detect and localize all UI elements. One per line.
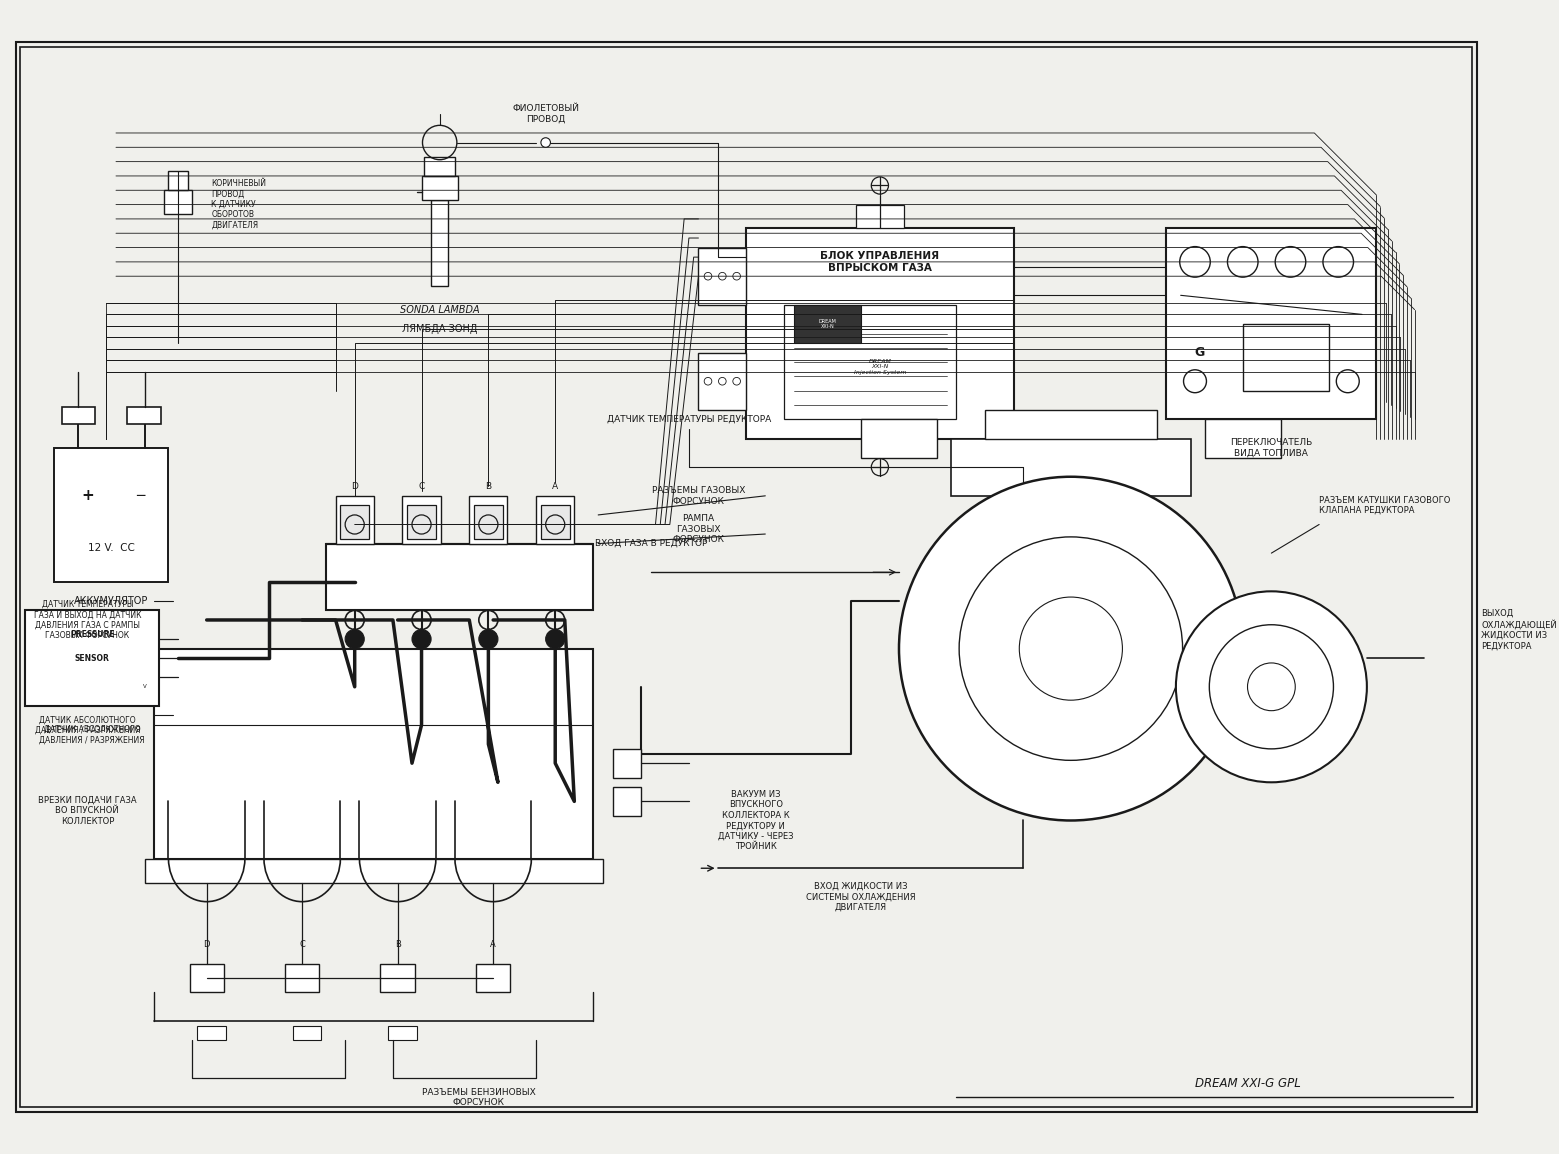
Circle shape [541, 137, 550, 148]
Text: ДАТЧИК АБСОЛЮТНОГО
ДАВЛЕНИЯ / РАЗРЯЖЕНИЯ: ДАТЧИК АБСОЛЮТНОГО ДАВЛЕНИЯ / РАЗРЯЖЕНИЯ [39, 725, 145, 744]
Text: C: C [418, 481, 424, 490]
FancyBboxPatch shape [1205, 419, 1281, 458]
Text: A: A [552, 481, 558, 490]
FancyBboxPatch shape [747, 228, 1013, 439]
Circle shape [900, 477, 1243, 820]
Text: V: V [143, 684, 147, 689]
FancyBboxPatch shape [61, 407, 95, 425]
Text: ─: ─ [136, 489, 143, 503]
FancyBboxPatch shape [856, 204, 904, 228]
FancyBboxPatch shape [326, 544, 594, 610]
FancyBboxPatch shape [380, 964, 415, 992]
Text: SENSOR: SENSOR [75, 653, 109, 662]
Text: DREAM
XXI-N
Injection System: DREAM XXI-N Injection System [854, 359, 906, 375]
Text: ВЫХОД
ОХЛАЖДАЮЩЕЙ
ЖИДКОСТИ ИЗ
РЕДУКТОРА: ВЫХОД ОХЛАЖДАЮЩЕЙ ЖИДКОСТИ ИЗ РЕДУКТОРА [1481, 609, 1557, 650]
FancyBboxPatch shape [985, 410, 1157, 439]
FancyBboxPatch shape [388, 1026, 416, 1040]
FancyBboxPatch shape [861, 419, 937, 458]
Text: РАМПА
ГАЗОВЫХ
ФОРСУНОК: РАМПА ГАЗОВЫХ ФОРСУНОК [672, 515, 725, 545]
Text: 12 V.  CC: 12 V. CC [87, 544, 134, 554]
FancyBboxPatch shape [164, 190, 192, 215]
FancyBboxPatch shape [613, 749, 641, 778]
FancyBboxPatch shape [698, 248, 747, 305]
FancyBboxPatch shape [25, 610, 159, 706]
FancyBboxPatch shape [335, 496, 374, 544]
Text: B: B [485, 481, 491, 490]
Text: ВХОД ЖИДКОСТИ ИЗ
СИСТЕМЫ ОХЛАЖДЕНИЯ
ДВИГАТЕЛЯ: ВХОД ЖИДКОСТИ ИЗ СИСТЕМЫ ОХЛАЖДЕНИЯ ДВИГ… [806, 882, 915, 912]
FancyBboxPatch shape [128, 407, 161, 425]
Text: SONDA LAMBDA: SONDA LAMBDA [399, 305, 480, 315]
Circle shape [546, 630, 564, 649]
Text: ДАТЧИК ТЕМПЕРАТУРЫ РЕДУКТОРА: ДАТЧИК ТЕМПЕРАТУРЫ РЕДУКТОРА [606, 415, 772, 424]
Text: ФИОЛЕТОВЫЙ
ПРОВОД: ФИОЛЕТОВЫЙ ПРОВОД [513, 104, 580, 123]
FancyBboxPatch shape [424, 157, 455, 175]
FancyBboxPatch shape [784, 305, 956, 419]
FancyBboxPatch shape [613, 787, 641, 816]
Circle shape [345, 630, 365, 649]
FancyBboxPatch shape [541, 505, 569, 539]
FancyBboxPatch shape [475, 964, 510, 992]
FancyBboxPatch shape [536, 496, 574, 544]
FancyBboxPatch shape [1243, 324, 1328, 391]
Text: G: G [1194, 346, 1205, 359]
Text: PRESSURE: PRESSURE [70, 630, 114, 639]
Text: D: D [203, 941, 210, 949]
Circle shape [1175, 591, 1367, 782]
FancyBboxPatch shape [421, 175, 458, 200]
Circle shape [479, 630, 497, 649]
FancyBboxPatch shape [402, 496, 441, 544]
FancyBboxPatch shape [951, 439, 1191, 496]
Text: ПЕРЕКЛЮЧАТЕЛЬ
ВИДА ТОПЛИВА: ПЕРЕКЛЮЧАТЕЛЬ ВИДА ТОПЛИВА [1230, 439, 1313, 458]
Text: A: A [490, 941, 496, 949]
Text: B: B [394, 941, 401, 949]
FancyBboxPatch shape [190, 964, 224, 992]
Text: БЛОК УПРАВЛЕНИЯ
ВПРЫСКОМ ГАЗА: БЛОК УПРАВЛЕНИЯ ВПРЫСКОМ ГАЗА [820, 252, 940, 272]
FancyBboxPatch shape [432, 200, 449, 286]
Text: +: + [81, 488, 94, 503]
Circle shape [412, 630, 432, 649]
Text: C: C [299, 941, 306, 949]
Text: АККУМУЛЯТОР: АККУМУЛЯТОР [73, 595, 148, 606]
Text: ДАТЧИК АБСОЛЮТНОГО
ДАВЛЕНИЯ / РАЗРЯЖЕНИЯ: ДАТЧИК АБСОЛЮТНОГО ДАВЛЕНИЯ / РАЗРЯЖЕНИЯ [34, 715, 140, 735]
FancyBboxPatch shape [196, 1026, 226, 1040]
Text: ВАКУУМ ИЗ
ВПУСКНОГО
КОЛЛЕКТОРА К
РЕДУКТОРУ И
ДАТЧИКУ - ЧЕРЕЗ
ТРОЙНИК: ВАКУУМ ИЗ ВПУСКНОГО КОЛЛЕКТОРА К РЕДУКТО… [719, 790, 794, 850]
FancyBboxPatch shape [407, 505, 437, 539]
FancyBboxPatch shape [469, 496, 508, 544]
Text: ДАТЧИК ТЕМПЕРАТУРЫ
ГАЗА И ВЫХОД НА ДАТЧИК
ДАВЛЕНИЯ ГАЗА С РАМПЫ
ГАЗОВЫХ ФОРСУНОК: ДАТЧИК ТЕМПЕРАТУРЫ ГАЗА И ВЫХОД НА ДАТЧИ… [34, 600, 140, 640]
Text: РАЗЪЕМЫ БЕНЗИНОВЫХ
ФОРСУНОК: РАЗЪЕМЫ БЕНЗИНОВЫХ ФОРСУНОК [422, 1088, 536, 1107]
Text: D: D [351, 481, 359, 490]
FancyBboxPatch shape [293, 1026, 321, 1040]
Text: КОРИЧНЕВЫЙ
ПРОВОД
К ДАТЧИКУ
ОБОРОТОВ
ДВИГАТЕЛЯ: КОРИЧНЕВЫЙ ПРОВОД К ДАТЧИКУ ОБОРОТОВ ДВИ… [212, 179, 267, 230]
FancyBboxPatch shape [794, 305, 861, 343]
Text: ВРЕЗКИ ПОДАЧИ ГАЗА
ВО ВПУСКНОЙ
КОЛЛЕКТОР: ВРЕЗКИ ПОДАЧИ ГАЗА ВО ВПУСКНОЙ КОЛЛЕКТОР [37, 796, 137, 826]
FancyBboxPatch shape [168, 171, 187, 190]
FancyBboxPatch shape [20, 47, 1472, 1107]
Text: ЛЯМБДА ЗОНД: ЛЯМБДА ЗОНД [402, 324, 477, 334]
FancyBboxPatch shape [1224, 610, 1300, 687]
FancyBboxPatch shape [285, 964, 320, 992]
Text: DREAM XXI-G GPL: DREAM XXI-G GPL [1196, 1077, 1300, 1089]
FancyBboxPatch shape [340, 505, 369, 539]
FancyBboxPatch shape [55, 448, 168, 582]
FancyBboxPatch shape [474, 505, 502, 539]
Text: РАЗЪЕМЫ ГАЗОВЫХ
ФОРСУНОК: РАЗЪЕМЫ ГАЗОВЫХ ФОРСУНОК [652, 486, 745, 505]
Text: РАЗЪЕМ КАТУШКИ ГАЗОВОГО
КЛАПАНА РЕДУКТОРА: РАЗЪЕМ КАТУШКИ ГАЗОВОГО КЛАПАНА РЕДУКТОР… [1319, 496, 1450, 515]
Text: DREAM
XXI-N: DREAM XXI-N [818, 319, 836, 329]
Text: ВХОД ГАЗА В РЕДУКТОР: ВХОД ГАЗА В РЕДУКТОР [594, 539, 706, 548]
FancyBboxPatch shape [1166, 228, 1377, 419]
FancyBboxPatch shape [145, 859, 603, 883]
FancyBboxPatch shape [154, 649, 594, 859]
FancyBboxPatch shape [698, 353, 747, 410]
